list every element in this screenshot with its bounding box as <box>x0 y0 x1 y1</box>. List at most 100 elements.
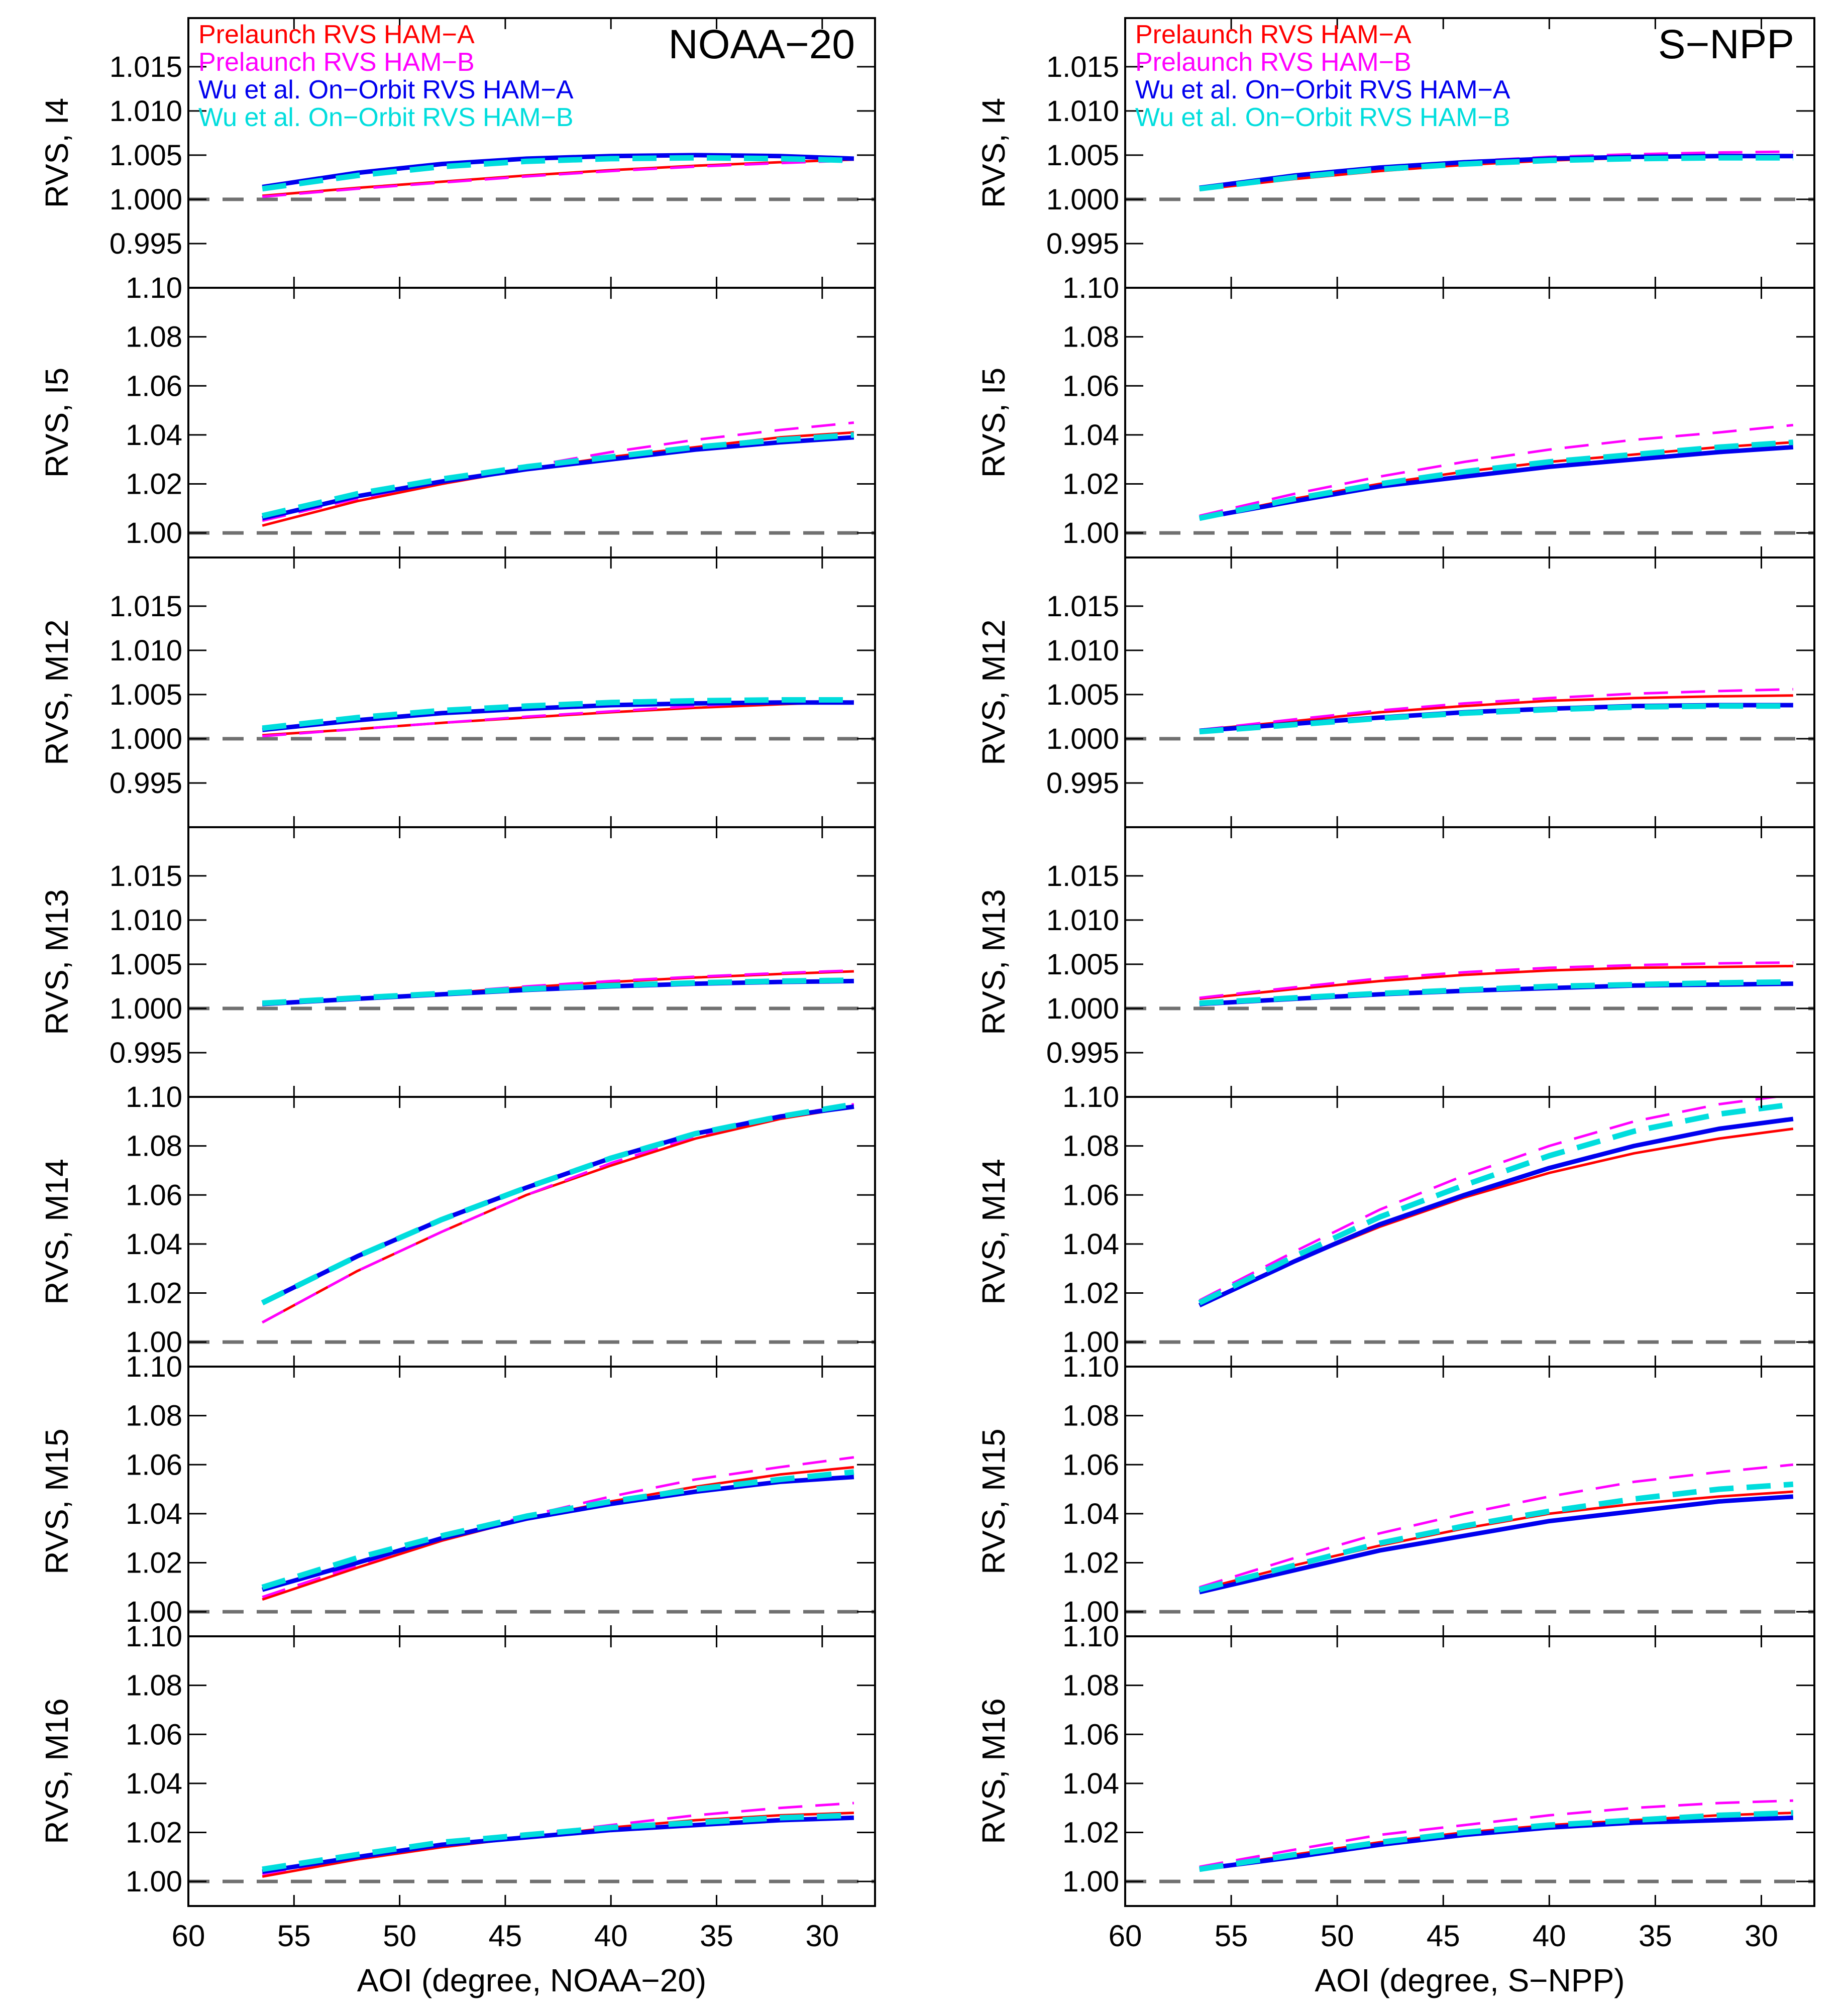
x-tick-label: 35 <box>700 1919 733 1953</box>
y-tick-label: 1.015 <box>1046 860 1119 892</box>
y-tick-label: 1.00 <box>1062 517 1119 549</box>
series-group <box>1199 423 1794 521</box>
y-tick-label: 1.010 <box>1046 95 1119 128</box>
y-tick-label: 1.06 <box>126 1179 182 1211</box>
series-group <box>261 1101 854 1324</box>
series-line-wu_b <box>261 1469 854 1590</box>
legend-entry-wu_b: Wu et al. On−Orbit RVS HAM−B <box>198 103 574 132</box>
y-tick-label: 1.000 <box>110 183 182 216</box>
x-tick-label: 50 <box>383 1919 416 1953</box>
panel-5: 1.10 1.08 1.06 1.04 1.02 1.00 RVS, M15 <box>975 1351 1815 1637</box>
y-tick-label: 1.00 <box>126 1596 182 1628</box>
series-group <box>1199 150 1793 192</box>
series-line-pre_b <box>1199 1463 1794 1589</box>
series-line-pre_b <box>1199 1799 1793 1868</box>
series-line-wu_b <box>1199 703 1793 735</box>
y-tick-label: 1.10 <box>126 1081 182 1113</box>
legend-entry-pre_b: Prelaunch RVS HAM−B <box>198 48 475 77</box>
y-axis-label: RVS, M15 <box>39 1428 75 1575</box>
series-line-wu_b <box>262 155 854 192</box>
y-tick-label: 1.010 <box>1046 634 1119 667</box>
panel-2: 1.015 1.010 1.005 1.000 0.995 RVS, M12 <box>975 556 1815 828</box>
y-tick-label: 1.10 <box>1062 272 1119 304</box>
series-line-pre_b <box>262 159 854 198</box>
y-tick-label: 1.02 <box>1062 468 1119 501</box>
y-tick-label: 1.08 <box>1062 1400 1119 1432</box>
y-tick-label: 1.04 <box>126 419 182 452</box>
x-tick-label: 30 <box>805 1919 839 1953</box>
series-line-wu_b <box>1199 439 1794 521</box>
series-line-pre_b <box>1199 1097 1784 1302</box>
y-tick-label: 1.04 <box>1062 419 1119 452</box>
y-tick-label: 1.000 <box>1046 723 1119 755</box>
y-tick-label: 1.010 <box>1046 904 1119 937</box>
y-tick-label: 1.00 <box>1062 1326 1119 1359</box>
series-line-wu_a <box>1199 444 1794 521</box>
y-tick-label: 1.010 <box>110 904 182 937</box>
panel-4: 1.10 1.08 1.06 1.04 1.02 1.00 RVS, M14 <box>39 1081 876 1368</box>
y-axis-label: RVS, M13 <box>39 889 75 1035</box>
x-tick-label: 30 <box>1745 1919 1778 1953</box>
y-tick-label: 1.06 <box>126 1448 182 1481</box>
chart-title: NOAA−20 <box>669 22 855 67</box>
legend-entry-wu_b: Wu et al. On−Orbit RVS HAM−B <box>1135 103 1510 132</box>
y-tick-label: 1.015 <box>1046 590 1119 623</box>
series-line-pre_a <box>1199 694 1793 731</box>
y-tick-label: 1.010 <box>110 95 182 128</box>
y-axis-label: RVS, M16 <box>975 1698 1012 1844</box>
y-tick-label: 1.08 <box>1062 321 1119 354</box>
y-tick-label: 1.04 <box>126 1228 182 1261</box>
y-axis-label: RVS, M13 <box>975 889 1012 1035</box>
y-tick-label: 1.005 <box>110 948 182 981</box>
y-tick-label: 1.08 <box>126 1669 182 1702</box>
y-tick-label: 1.015 <box>110 590 182 623</box>
y-tick-label: 1.04 <box>1062 1767 1119 1800</box>
y-tick-label: 1.04 <box>126 1498 182 1530</box>
y-tick-label: 1.06 <box>1062 370 1119 402</box>
series-line-wu_b <box>1199 1810 1793 1872</box>
y-tick-label: 1.06 <box>1062 1179 1119 1211</box>
chart-column-1: 1.015 1.010 1.005 1.000 0.995 RVS, I4 1.10 1.08… <box>975 17 1815 1998</box>
y-tick-label: 1.005 <box>1046 679 1119 711</box>
legend-entry-wu_a: Wu et al. On−Orbit RVS HAM−A <box>198 75 574 104</box>
y-tick-label: 1.00 <box>126 517 182 549</box>
y-tick-label: 1.08 <box>1062 1669 1119 1702</box>
series-line-wu_b <box>1199 979 1793 1006</box>
y-tick-label: 1.10 <box>126 272 182 304</box>
y-tick-label: 1.04 <box>1062 1498 1119 1530</box>
y-tick-label: 1.005 <box>110 139 182 172</box>
chart-column-0: 1.015 1.010 1.005 1.000 0.995 RVS, I4 1.10 1.08… <box>39 17 876 1998</box>
y-tick-label: 1.02 <box>1062 1547 1119 1580</box>
series-group <box>1199 1463 1794 1595</box>
y-tick-label: 1.02 <box>1062 1277 1119 1310</box>
series-line-wu_b <box>262 977 854 1006</box>
series-line-wu_b <box>262 697 854 731</box>
y-tick-label: 1.000 <box>110 723 182 755</box>
panel-frame <box>1124 1635 1815 1907</box>
x-tick-label: 55 <box>1215 1919 1248 1953</box>
series-line-wu_a <box>1199 1494 1794 1595</box>
y-axis-label: RVS, M14 <box>39 1159 75 1305</box>
series-line-pre_b <box>262 1103 854 1324</box>
y-axis-label: RVS, I5 <box>39 368 75 478</box>
chart-title: S−NPP <box>1658 22 1794 67</box>
x-tick-label: 50 <box>1321 1919 1354 1953</box>
series-line-wu_b <box>1199 155 1793 192</box>
y-tick-label: 0.995 <box>110 228 182 260</box>
y-tick-label: 1.010 <box>110 634 182 667</box>
y-tick-label: 1.000 <box>1046 992 1119 1025</box>
y-tick-label: 0.995 <box>110 767 182 800</box>
series-group <box>261 1456 854 1601</box>
legend-entry-pre_a: Prelaunch RVS HAM−A <box>198 20 475 49</box>
y-tick-label: 1.04 <box>1062 1228 1119 1261</box>
legend-entry-pre_a: Prelaunch RVS HAM−A <box>1135 20 1412 49</box>
y-axis-label: RVS, I4 <box>39 98 75 208</box>
panel-3: 1.015 1.010 1.005 1.000 0.995 RVS, M13 <box>975 826 1815 1098</box>
y-tick-label: 1.02 <box>126 1817 182 1849</box>
y-tick-label: 1.00 <box>126 1326 182 1359</box>
y-tick-label: 1.005 <box>1046 948 1119 981</box>
x-axis-label: AOI (degree, S−NPP) <box>1315 1962 1624 1998</box>
x-tick-label: 60 <box>172 1919 205 1953</box>
series-group <box>1199 961 1793 1006</box>
panel-0: 1.015 1.010 1.005 1.000 0.995 RVS, I4 <box>975 17 1815 289</box>
